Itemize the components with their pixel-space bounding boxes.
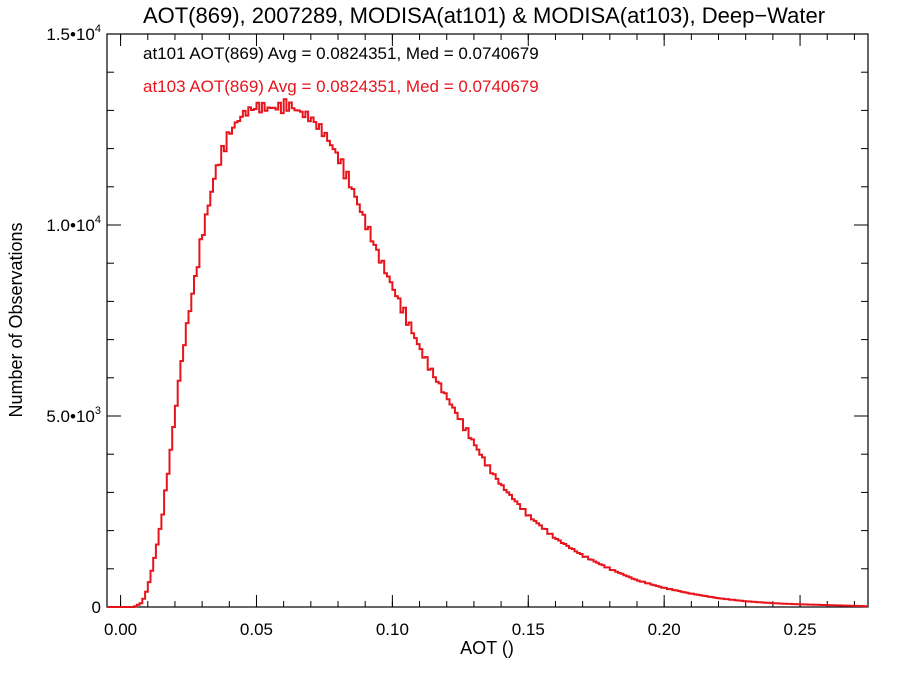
y-axis-label: Number of Observations xyxy=(6,222,26,417)
y-axis: 0 5.0•103 1.0•104 1.5•104 xyxy=(46,23,868,617)
legend-at103: at103 AOT(869) Avg = 0.0824351, Med = 0.… xyxy=(143,77,539,96)
x-tick-label: 0.15 xyxy=(512,620,545,639)
x-tick-label: 0.20 xyxy=(648,620,681,639)
plot-frame xyxy=(106,33,869,608)
legend-at101: at101 AOT(869) Avg = 0.0824351, Med = 0.… xyxy=(143,44,539,63)
y-tick-label: 1.0•104 xyxy=(46,214,101,235)
x-tick-label: 0.00 xyxy=(104,620,137,639)
chart-title: AOT(869), 2007289, MODISA(at101) & MODIS… xyxy=(143,3,825,28)
x-tick-label: 0.10 xyxy=(376,620,409,639)
x-tick-label: 0.25 xyxy=(784,620,817,639)
x-axis-label: AOT () xyxy=(460,638,514,658)
y-tick-label: 5.0•103 xyxy=(46,405,101,426)
plot-border xyxy=(106,33,869,608)
x-tick-label: 0.05 xyxy=(240,620,273,639)
y-tick-label: 1.5•104 xyxy=(46,23,101,44)
x-axis: 0.00 0.05 0.10 0.15 0.20 0.25 xyxy=(104,34,855,639)
y-tick-label: 0 xyxy=(92,598,101,617)
series-at103-line xyxy=(107,98,868,608)
